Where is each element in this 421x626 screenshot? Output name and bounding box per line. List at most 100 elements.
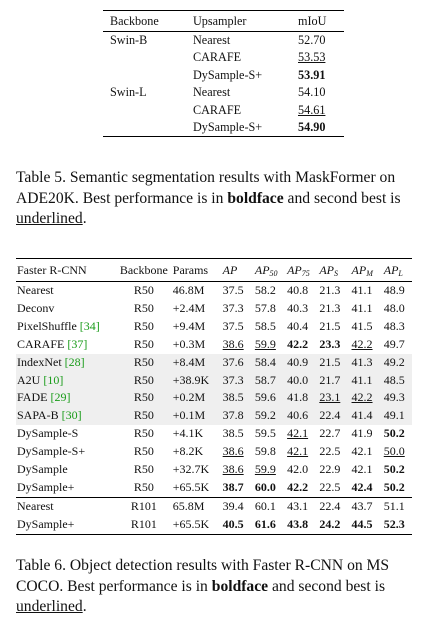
method-name: DySample-S xyxy=(17,426,79,441)
caption-text: Table 6. Object detection results with F… xyxy=(16,557,390,595)
apm-value: 42.1 xyxy=(351,462,373,477)
ap50-cell: 59.8 xyxy=(251,443,283,461)
aps-cell: 21.3 xyxy=(315,300,347,318)
ap75-cell: 40.3 xyxy=(283,300,315,318)
aps-cell: 22.5 xyxy=(315,479,347,497)
aps-value: 22.4 xyxy=(319,498,341,513)
apl-cell: 48.5 xyxy=(379,371,412,390)
ap75-cell: 40.9 xyxy=(283,353,316,372)
miou-cell: 53.91 xyxy=(298,67,344,84)
table-row: DySample R50 +32.7K 38.6 59.9 42.0 22.9 42.1 50.… xyxy=(16,461,412,479)
apl-cell: 49.2 xyxy=(379,353,412,372)
table-row: FADE [29] R50 +0.2M 38.5 59.6 41.8 23.1 42.2 49.… xyxy=(16,389,412,408)
aps-cell: 22.4 xyxy=(315,407,348,426)
ap75-value: 42.0 xyxy=(287,462,309,477)
ap50-cell: 59.9 xyxy=(251,336,283,354)
apl-cell: 50.2 xyxy=(380,461,412,479)
apm-cell: 43.7 xyxy=(348,497,380,515)
miou-value: 53.91 xyxy=(298,67,326,82)
miou-cell: 54.10 xyxy=(298,84,344,101)
params-cell: +4.1K xyxy=(172,426,204,441)
ap-value: 40.5 xyxy=(222,516,244,531)
col-upsampler: Upsampler xyxy=(193,14,247,28)
apl-cell: 48.0 xyxy=(380,300,412,318)
upsampler-cell: Nearest xyxy=(193,33,231,47)
table-row: PixelShuffle [34] R50 +9.4M 37.5 58.5 40.4 21.… xyxy=(16,318,412,336)
col-ap75-label: AP xyxy=(287,263,302,277)
backbone-cell: R50 xyxy=(118,407,169,426)
backbone-cell xyxy=(103,49,193,66)
table-5-header: Backbone Upsampler mIoU xyxy=(103,10,344,32)
col-ap50-label: AP xyxy=(254,263,270,277)
table-row: DySample-S R50 +4.1K 38.5 59.5 42.1 22.7 41.9 50… xyxy=(16,425,412,443)
ap-cell: 37.5 xyxy=(219,282,251,300)
method-name: IndexNet xyxy=(17,354,65,369)
ap50-value: 59.9 xyxy=(254,336,276,351)
apm-cell: 41.1 xyxy=(347,371,380,390)
col-aps-sub: S xyxy=(333,269,338,278)
table-6: Faster R-CNN Backbone Params AP AP50 AP7… xyxy=(16,258,412,535)
caption-underlined-word: underlined xyxy=(16,210,83,227)
ap75-value: 40.6 xyxy=(287,408,309,423)
params-cell: +0.2M xyxy=(168,389,219,408)
aps-cell: 21.3 xyxy=(315,282,347,300)
ap75-cell: 43.8 xyxy=(283,516,315,534)
col-ap-label: AP xyxy=(222,263,238,277)
caption-text: and second best is xyxy=(283,189,401,207)
apm-value: 41.9 xyxy=(351,426,373,441)
apm-value: 41.4 xyxy=(351,408,373,423)
aps-value: 21.7 xyxy=(319,372,341,387)
table-row: Nearest R101 65.8M 39.4 60.1 43.1 22.4 43.7 51.1 xyxy=(16,497,412,515)
ap75-value: 42.1 xyxy=(287,444,309,459)
ap50-value: 58.7 xyxy=(254,372,276,387)
params-cell: +32.7K xyxy=(172,462,210,477)
backbone-cell: R50 xyxy=(118,371,169,390)
upsampler-cell: DySample-S+ xyxy=(193,67,263,82)
ap50-value: 59.9 xyxy=(254,462,276,477)
ap75-cell: 40.6 xyxy=(283,407,316,426)
apl-value: 52.3 xyxy=(383,516,405,531)
ap-cell: 40.5 xyxy=(219,516,251,534)
apm-cell: 42.1 xyxy=(348,461,380,479)
table-6-caption: Table 6. Object detection results with F… xyxy=(16,556,412,618)
ap75-cell: 40.0 xyxy=(283,371,316,390)
backbone-cell xyxy=(103,119,193,137)
ap-cell: 38.6 xyxy=(219,443,251,461)
apm-cell: 44.5 xyxy=(348,516,380,534)
aps-cell: 23.3 xyxy=(315,336,347,354)
apl-value: 50.2 xyxy=(383,479,405,494)
aps-value: 22.5 xyxy=(319,444,341,459)
ap50-cell: 58.2 xyxy=(251,282,283,300)
backbone-cell: R101 xyxy=(130,516,157,531)
ap50-value: 59.6 xyxy=(254,390,276,405)
table-row: SAPA-B [30] R50 +0.1M 37.8 59.2 40.6 22.4 41.4 4… xyxy=(16,407,412,426)
backbone-cell: R50 xyxy=(133,283,154,297)
aps-value: 21.3 xyxy=(319,283,341,297)
apl-cell: 49.3 xyxy=(379,389,412,408)
method-name: PixelShuffle xyxy=(17,318,80,333)
ap75-value: 43.8 xyxy=(287,516,309,531)
backbone-cell: R50 xyxy=(118,389,169,408)
method-cell: SAPA-B [30] xyxy=(16,407,119,426)
method-name: FADE xyxy=(17,390,51,405)
ap50-cell: 59.9 xyxy=(251,461,283,479)
col-params: Params xyxy=(172,263,209,277)
backbone-cell xyxy=(103,67,193,84)
method-cell: FADE [29] xyxy=(16,389,119,408)
params-cell: +2.4M xyxy=(172,300,206,315)
apm-value: 43.7 xyxy=(351,498,373,513)
col-ap: AP xyxy=(219,259,251,282)
ap-value: 37.5 xyxy=(222,318,244,333)
ap-cell: 38.6 xyxy=(219,461,251,479)
ap50-cell: 59.6 xyxy=(250,389,284,408)
params-cell: +8.2K xyxy=(172,444,204,459)
table-5: Backbone Upsampler mIoU Swin-B Nearest 52.… xyxy=(103,10,344,137)
ap75-value: 41.8 xyxy=(287,390,309,405)
table-row: DySample-S+ R50 +8.2K 38.6 59.8 42.1 22.5 42.1 5… xyxy=(16,443,412,461)
ap50-cell: 58.7 xyxy=(250,371,284,390)
table-row: CARAFE 53.53 xyxy=(103,49,344,66)
ap-value: 38.6 xyxy=(222,444,244,459)
ap-cell: 37.8 xyxy=(218,407,251,426)
ap75-cell: 43.1 xyxy=(283,497,315,515)
aps-cell: 22.9 xyxy=(315,461,347,479)
